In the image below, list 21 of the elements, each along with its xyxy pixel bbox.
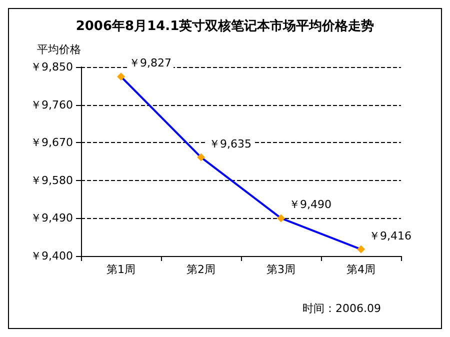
data-label: ￥9,827 (129, 56, 172, 70)
point (277, 214, 285, 222)
y-tick-label: ￥9,580 (30, 174, 73, 187)
y-tick-label: ￥9,850 (30, 60, 73, 74)
y-tick-label: ￥9,400 (30, 250, 73, 262)
x-tick-label: 第4周 (346, 263, 376, 276)
x-tick-label: 第1周 (106, 263, 136, 276)
y-axis-title: 平均价格 (37, 43, 81, 56)
y-tick-label: ￥9,490 (30, 212, 73, 225)
chart-title: 2006年8月14.1英寸双核笔记本市场平均价格走势 (76, 18, 374, 34)
x-tick-label: 第2周 (186, 263, 216, 276)
point (357, 245, 365, 254)
data-label: ￥9,416 (369, 229, 412, 242)
point (117, 72, 125, 81)
text: 时间：2006.09 (302, 302, 382, 315)
x-tick-label: 第3周 (266, 263, 296, 276)
data-label: ￥9,490 (289, 198, 332, 212)
point (197, 153, 205, 162)
y-tick-label: ￥9,670 (30, 136, 73, 150)
y-tick-label: ￥9,760 (30, 98, 73, 112)
data-label: ￥9,635 (209, 137, 252, 150)
